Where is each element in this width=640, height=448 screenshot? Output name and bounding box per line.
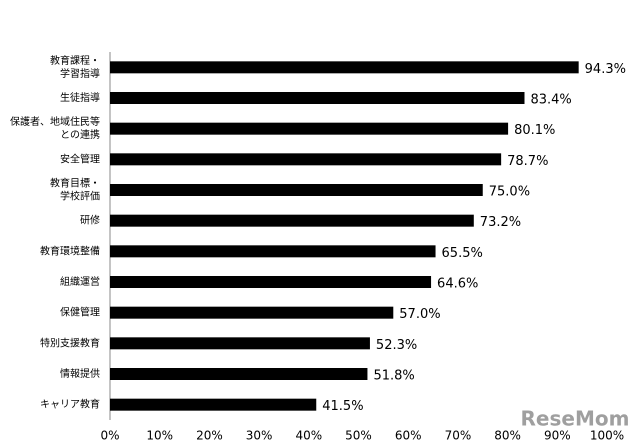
x-tick-label: 60% xyxy=(395,429,422,443)
y-tick-label: 教育課程・ xyxy=(50,54,100,67)
watermark: ReseMom xyxy=(521,407,630,431)
bar xyxy=(110,276,432,288)
y-tick-label: 学習指導 xyxy=(60,67,100,80)
y-tick-label: 安全管理 xyxy=(60,152,100,165)
x-tick-label: 80% xyxy=(494,429,521,443)
bar xyxy=(110,245,436,258)
value-label: 80.1% xyxy=(514,123,555,138)
x-tick-label: 90% xyxy=(544,429,571,443)
bar xyxy=(110,122,509,135)
value-label: 41.5% xyxy=(322,399,363,414)
x-tick-label: 20% xyxy=(196,429,223,443)
value-label: 65.5% xyxy=(442,246,483,261)
bar xyxy=(110,61,579,74)
y-tick-label: 研修 xyxy=(80,214,100,227)
value-label: 78.7% xyxy=(507,154,548,169)
value-label: 83.4% xyxy=(530,93,571,108)
bar xyxy=(110,214,474,227)
y-tick-label: との連携 xyxy=(60,128,100,141)
y-tick-label: 生徒指導 xyxy=(60,91,100,104)
y-tick-label: 学校評価 xyxy=(60,190,100,203)
y-tick-label: 保護者、地域住民等 xyxy=(10,115,100,128)
value-label: 73.2% xyxy=(480,215,521,230)
value-label: 57.0% xyxy=(399,307,440,322)
bar xyxy=(110,398,317,411)
x-tick-label: 0% xyxy=(100,429,119,443)
bar xyxy=(110,368,368,380)
x-tick-label: 10% xyxy=(146,429,173,443)
y-tick-label: 教育環境整備 xyxy=(40,244,100,257)
bar xyxy=(110,337,370,350)
y-tick-label: 組織運営 xyxy=(60,275,100,288)
bar xyxy=(110,306,394,319)
y-tick-label: キャリア教育 xyxy=(40,398,100,411)
y-tick-label: 保健管理 xyxy=(60,306,100,319)
bar xyxy=(110,92,525,104)
value-label: 94.3% xyxy=(585,62,626,77)
x-tick-label: 50% xyxy=(345,429,372,443)
y-tick-label: 情報提供 xyxy=(60,367,100,380)
y-tick-label: 教育目標・ xyxy=(50,177,100,190)
bar xyxy=(110,184,483,196)
value-label: 75.0% xyxy=(489,185,530,200)
x-tick-label: 100% xyxy=(590,429,624,443)
bar xyxy=(110,153,502,166)
x-tick-label: 40% xyxy=(295,429,322,443)
x-tick-label: 30% xyxy=(246,429,273,443)
value-label: 52.3% xyxy=(376,338,417,353)
x-tick-label: 70% xyxy=(445,429,472,443)
y-tick-label: 特別支援教育 xyxy=(40,336,100,349)
value-label: 51.8% xyxy=(373,369,414,384)
value-label: 64.6% xyxy=(437,277,478,292)
